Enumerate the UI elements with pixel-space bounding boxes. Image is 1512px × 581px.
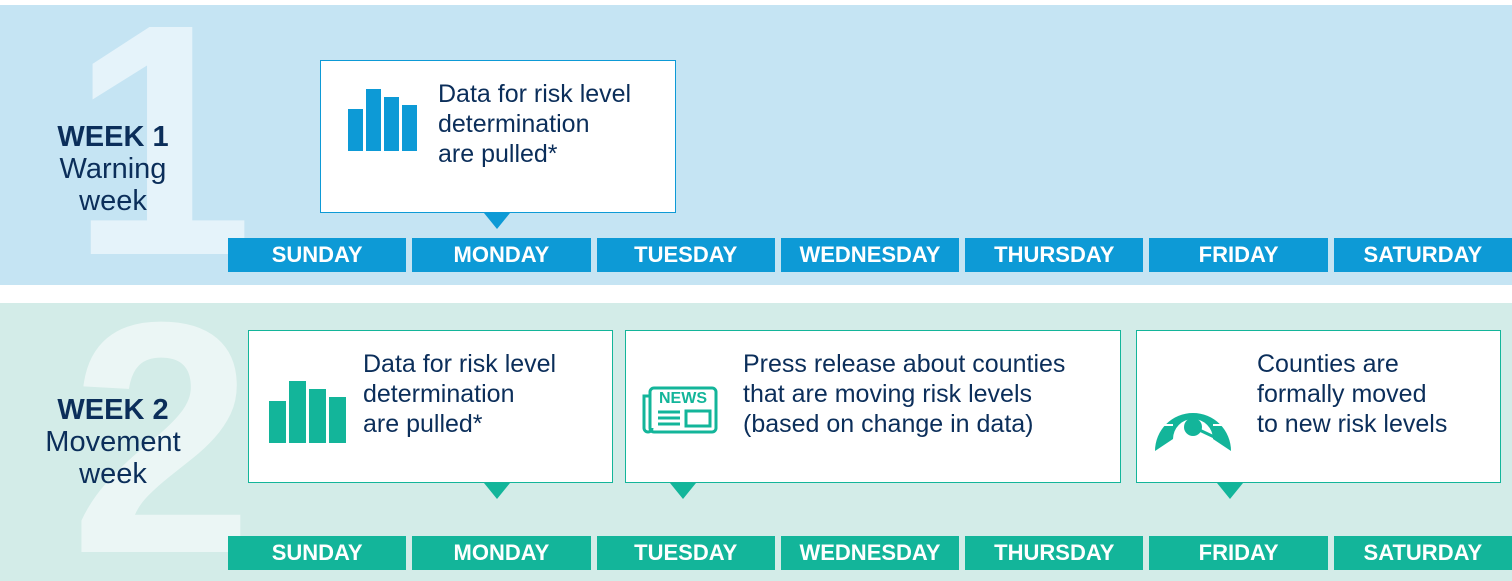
event-line: to new risk levels: [1257, 410, 1448, 438]
event-line: are pulled*: [363, 410, 483, 438]
event-box: NEWS Press release about counties that a…: [625, 330, 1121, 483]
day-label: TUESDAY: [596, 238, 775, 272]
day-label: TUESDAY: [596, 536, 775, 570]
week-subtitle: Movement: [45, 426, 181, 458]
day-label: WEDNESDAY: [780, 536, 960, 570]
event-text: Data for risk level determination are pu…: [363, 349, 556, 439]
event-box: Data for risk level determination are pu…: [248, 330, 613, 483]
event-line: determination: [438, 110, 590, 138]
news-icon: NEWS: [642, 386, 718, 434]
day-label: FRIDAY: [1149, 536, 1328, 570]
event-text: Data for risk level determination are pu…: [438, 79, 631, 169]
day-label: THURSDAY: [965, 536, 1144, 570]
week-numeral: 2: [70, 303, 254, 581]
day-label: SUNDAY: [228, 536, 407, 570]
pointer: [670, 483, 696, 499]
day-label: WEDNESDAY: [780, 238, 960, 272]
week-numeral: 1: [70, 5, 254, 285]
week-subtitle: week: [79, 185, 147, 217]
event-line: Data for risk level: [438, 80, 632, 108]
event-line: determination: [363, 380, 515, 408]
week-label: WEEK 2 Movement week: [0, 394, 226, 490]
day-label: THURSDAY: [965, 238, 1144, 272]
event-line: Press release about counties: [743, 350, 1066, 378]
event-box: Counties are formally moved to new risk …: [1136, 330, 1501, 483]
week-2-section: 2 WEEK 2 Movement week Data for risk lev…: [0, 303, 1512, 581]
day-label: SATURDAY: [1333, 238, 1512, 272]
week-title: WEEK 2: [57, 394, 169, 426]
week-subtitle: Warning: [59, 153, 167, 185]
pointer: [484, 483, 510, 499]
event-box: Data for risk level determination are pu…: [320, 60, 676, 213]
event-text: Counties are formally moved to new risk …: [1257, 349, 1447, 439]
pointer: [484, 213, 510, 229]
day-label: MONDAY: [412, 536, 591, 570]
day-label: MONDAY: [412, 238, 591, 272]
event-line: (based on change in data): [743, 410, 1034, 438]
event-line: that are moving risk levels: [743, 380, 1033, 408]
event-line: Data for risk level: [363, 350, 557, 378]
week-title: WEEK 1: [57, 121, 169, 153]
event-line: formally moved: [1257, 380, 1427, 408]
pointer: [1217, 483, 1243, 499]
icon-text: NEWS: [659, 390, 707, 407]
week-1-section: 1 WEEK 1 Warning week Data for risk leve…: [0, 5, 1512, 285]
event-line: are pulled*: [438, 140, 558, 168]
bar-chart-icon: [269, 381, 346, 443]
event-text: Press release about counties that are mo…: [743, 349, 1065, 439]
week-label: WEEK 1 Warning week: [0, 121, 226, 217]
gauge-icon: [1155, 385, 1231, 451]
day-label: FRIDAY: [1149, 238, 1328, 272]
day-label: SATURDAY: [1333, 536, 1512, 570]
bar-chart-icon: [348, 89, 417, 151]
week-subtitle: week: [79, 458, 147, 490]
event-line: Counties are: [1257, 350, 1399, 378]
day-label: SUNDAY: [228, 238, 407, 272]
